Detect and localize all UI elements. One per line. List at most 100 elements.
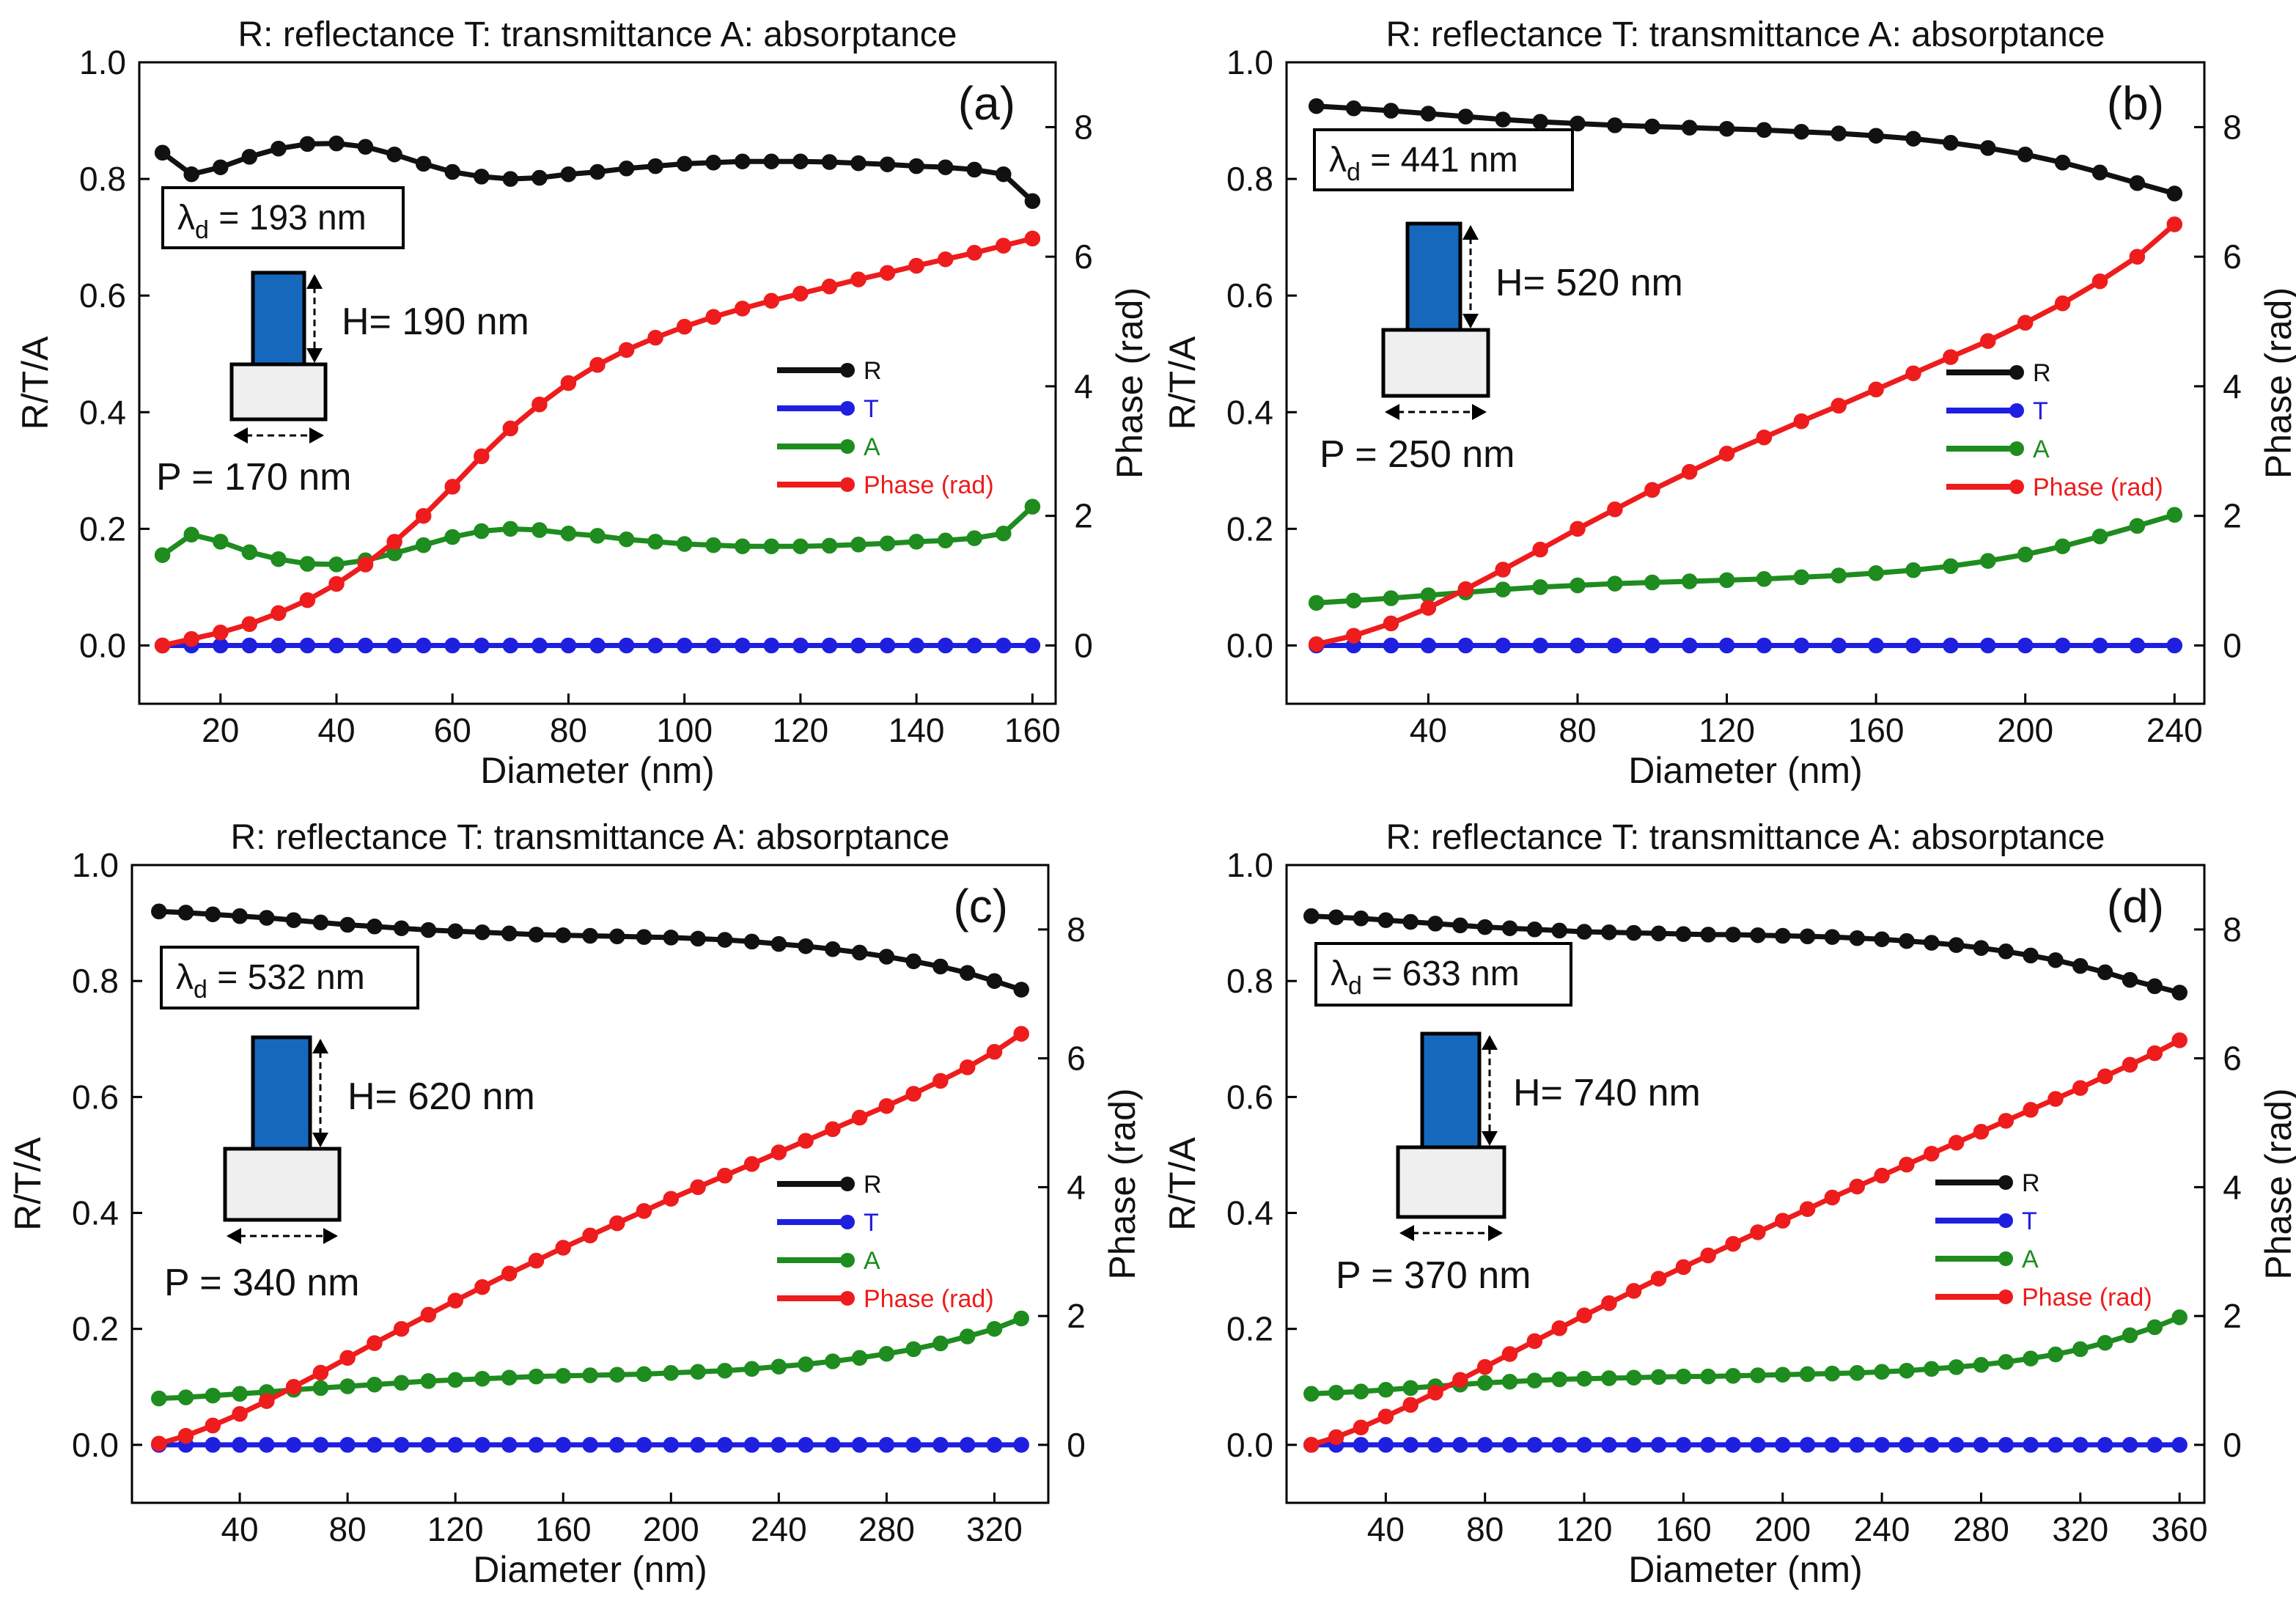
data-point-a [501,1369,518,1386]
data-point-phase [636,1203,652,1219]
chart-title: R: reflectance T: transmittance A: absor… [231,818,950,857]
y-axis-label: R/T/A [7,1136,48,1230]
lambda-box [1314,942,1572,1007]
y2-tick-label: 2 [1067,1297,1086,1335]
data-point-t [2054,637,2071,654]
data-point-phase [474,1279,490,1295]
data-point-phase [1551,1320,1567,1336]
data-point-r [154,144,171,161]
data-point-t [905,1437,921,1453]
pillar-shape [251,1035,312,1151]
data-point-phase [1998,1113,2014,1129]
data-point-r [444,163,460,180]
x-tick-label: 240 [751,1510,807,1548]
data-point-a [1973,1357,1990,1373]
data-point-r [531,169,548,186]
data-point-r [850,155,866,172]
data-point-a [2129,518,2146,534]
data-point-phase [618,342,635,358]
data-point-t [328,637,345,654]
legend-label: R [864,357,882,385]
data-point-phase [560,375,577,391]
data-point-r [1457,108,1474,125]
lambda-box [1313,128,1574,191]
data-point-a [271,551,287,567]
data-point-r [1576,924,1592,940]
data-point-phase [1799,1201,1816,1218]
substrate-shape [1396,1145,1506,1219]
data-point-t [821,637,838,654]
data-point-r [1681,119,1698,136]
x-tick-label: 80 [550,711,587,749]
data-point-phase [447,1292,463,1309]
data-point-phase [1650,1270,1667,1287]
y2-axis-label: Phase (rad) [1102,1088,1143,1279]
data-point-phase [647,329,663,346]
data-point-a [1725,1368,1741,1384]
data-point-r [299,136,316,152]
x-tick-label: 80 [1466,1510,1504,1548]
data-point-phase [1973,1124,1990,1140]
height-label: H= 190 nm [342,301,529,343]
data-point-phase [1328,1429,1344,1446]
data-point-r [1308,98,1325,114]
data-point-t [502,637,519,654]
y2-tick-label: 0 [1067,1426,1086,1464]
legend-marker [840,1215,855,1229]
legend-marker [2009,441,2024,456]
data-point-t [770,1437,787,1453]
data-point-a [241,544,258,560]
data-point-r [560,166,577,183]
data-point-phase [1980,333,1996,349]
data-point-r [1345,100,1362,117]
data-point-r [1980,140,1996,156]
x-tick-label: 100 [656,711,713,749]
data-point-a [1874,1364,1890,1380]
data-point-a [851,1350,868,1366]
data-point-t [1601,1437,1617,1453]
data-point-r [1650,925,1667,942]
data-point-phase [1402,1397,1419,1413]
data-point-phase [2097,1068,2113,1084]
data-point-r [735,153,751,169]
y-tick-label: 1.0 [1226,43,1273,81]
data-point-r [2166,185,2183,202]
data-point-a [966,530,982,546]
data-point-r [618,161,635,177]
data-point-phase [1899,1156,1915,1173]
data-point-phase [420,1306,437,1323]
data-point-a [1756,571,1773,587]
data-point-a [183,526,199,543]
y-tick-label: 0.8 [72,962,119,1000]
data-point-t [1756,637,1773,654]
data-point-phase [2091,273,2108,290]
data-point-r [792,153,809,169]
data-point-phase [312,1364,329,1381]
data-point-phase [1427,1384,1443,1401]
data-point-phase [1024,230,1041,247]
y2-tick-label: 6 [2223,238,2242,276]
data-point-t [1750,1437,1766,1453]
y2-tick-label: 8 [2223,108,2242,146]
data-point-a [447,1372,463,1388]
lambda-value: = 441 nm [1361,141,1518,180]
data-point-phase [1830,397,1847,414]
data-point-a [717,1362,733,1379]
data-point-phase [589,357,606,373]
y-tick-label: 0.0 [79,626,126,664]
lambda-symbol: λ [176,958,194,997]
data-point-t [959,1437,976,1453]
data-point-r [743,933,760,950]
data-point-a [1013,1310,1029,1327]
data-point-t [2122,1437,2138,1453]
data-point-phase [690,1179,706,1196]
data-point-t [474,637,490,654]
data-point-a [1532,579,1548,595]
data-point-a [555,1368,571,1384]
data-point-phase [531,396,548,413]
data-point-t [1905,637,1921,654]
pillar-shape [1405,221,1462,332]
data-point-phase [2166,216,2183,232]
data-point-t [1874,1437,1890,1453]
data-point-phase [1775,1213,1791,1229]
